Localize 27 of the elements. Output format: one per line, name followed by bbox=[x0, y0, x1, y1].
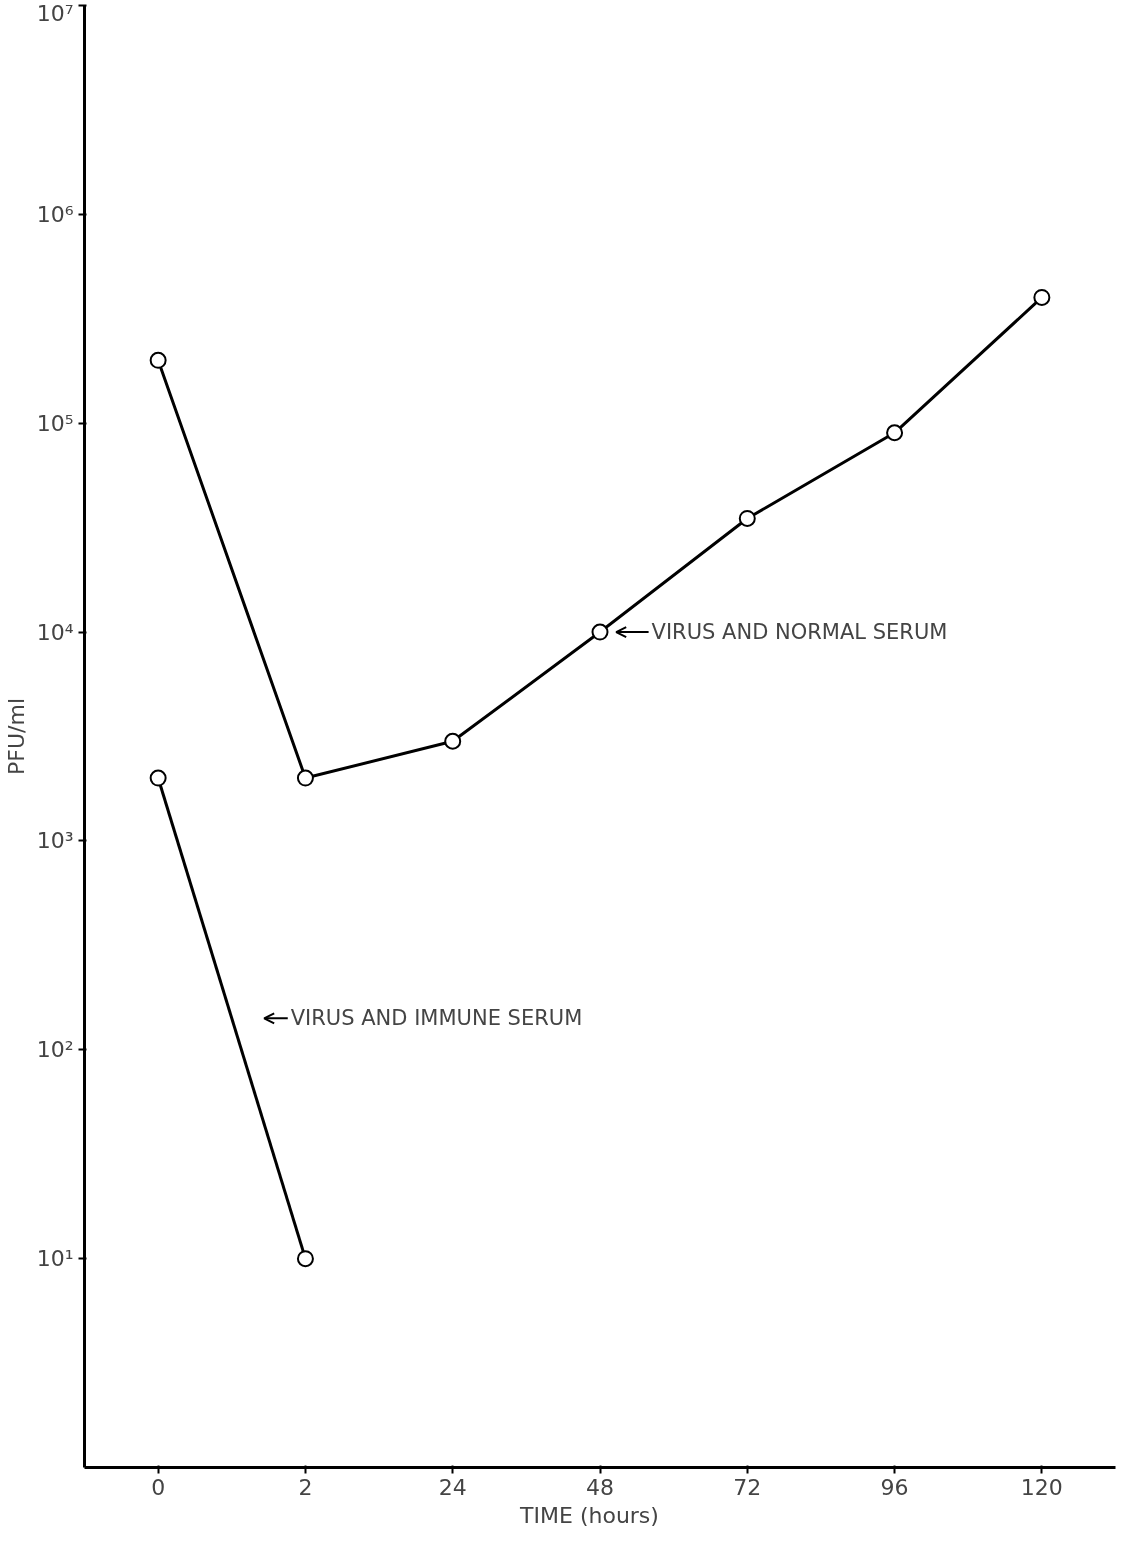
y-axis-title: PFU/ml bbox=[3, 698, 29, 775]
point bbox=[591, 623, 609, 641]
x-tick-label: 72 bbox=[733, 1474, 762, 1500]
y-tick-label: 10⁶ bbox=[36, 201, 74, 227]
y-tick-label: 10¹ bbox=[36, 1246, 74, 1272]
point bbox=[886, 424, 904, 442]
point bbox=[738, 509, 756, 527]
y-tick-label: 10⁵ bbox=[36, 410, 74, 436]
y-tick-label: 10⁴ bbox=[36, 619, 74, 645]
y-tick-label: 10³ bbox=[36, 828, 74, 854]
x-axis-title: TIME (hours) bbox=[519, 1502, 659, 1528]
x-tick-label: 120 bbox=[1020, 1474, 1063, 1500]
annotation: VIRUS AND NORMAL SERUM bbox=[651, 620, 948, 645]
point bbox=[296, 769, 314, 787]
y-tick-label: 10² bbox=[36, 1037, 74, 1063]
x-tick-label: 24 bbox=[438, 1474, 467, 1500]
x-tick-label: 2 bbox=[298, 1474, 313, 1500]
x-tick-label: 96 bbox=[880, 1474, 909, 1500]
point bbox=[149, 769, 167, 787]
x-tick-label: 48 bbox=[586, 1474, 614, 1500]
y-tick-label: 10⁷ bbox=[36, 0, 74, 26]
point bbox=[149, 351, 167, 369]
x-tick-label: 0 bbox=[151, 1474, 166, 1500]
annotation: VIRUS AND IMMUNE SERUM bbox=[290, 1006, 583, 1031]
point bbox=[444, 732, 462, 750]
point bbox=[296, 1250, 314, 1268]
point bbox=[1033, 288, 1051, 306]
